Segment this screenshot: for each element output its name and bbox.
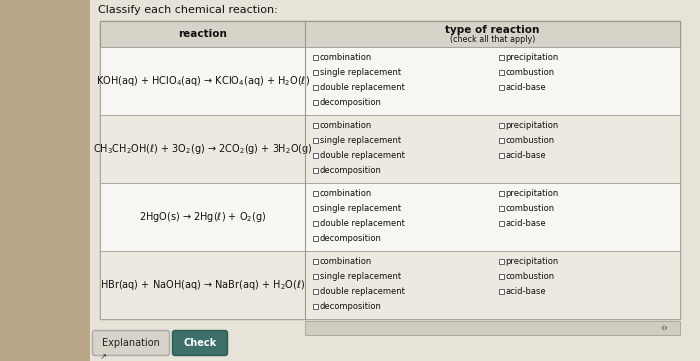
Bar xyxy=(100,21,680,47)
Text: combustion: combustion xyxy=(505,68,554,77)
Bar xyxy=(313,191,318,196)
Text: acid-base: acid-base xyxy=(505,219,546,228)
Bar xyxy=(498,191,503,196)
Text: double replacement: double replacement xyxy=(320,287,405,296)
Bar xyxy=(498,85,503,90)
Text: combination: combination xyxy=(320,121,372,130)
Text: acid-base: acid-base xyxy=(505,151,546,160)
Text: single replacement: single replacement xyxy=(320,68,401,77)
Bar xyxy=(313,206,318,211)
Bar xyxy=(498,153,503,158)
Bar xyxy=(498,55,503,60)
Bar xyxy=(100,251,680,319)
Bar xyxy=(498,289,503,294)
Text: type of reaction: type of reaction xyxy=(445,25,540,35)
Bar xyxy=(498,123,503,129)
Bar xyxy=(100,183,680,251)
Bar xyxy=(498,70,503,75)
Bar xyxy=(100,21,680,319)
Text: precipitation: precipitation xyxy=(505,190,559,199)
Bar xyxy=(305,321,680,335)
Bar xyxy=(313,221,318,226)
Text: combustion: combustion xyxy=(505,204,554,213)
Bar xyxy=(313,236,318,241)
Text: combination: combination xyxy=(320,53,372,62)
Text: single replacement: single replacement xyxy=(320,272,401,281)
Bar xyxy=(313,260,318,264)
Bar xyxy=(313,85,318,90)
Text: single replacement: single replacement xyxy=(320,204,401,213)
Bar xyxy=(313,55,318,60)
Text: HBr(aq) + NaOH(aq) → NaBr(aq) + H$_2$O(ℓ): HBr(aq) + NaOH(aq) → NaBr(aq) + H$_2$O(ℓ… xyxy=(100,278,305,292)
Text: combustion: combustion xyxy=(505,136,554,145)
Bar xyxy=(100,115,680,183)
Text: double replacement: double replacement xyxy=(320,151,405,160)
Bar xyxy=(313,289,318,294)
Text: precipitation: precipitation xyxy=(505,121,559,130)
FancyBboxPatch shape xyxy=(172,331,228,356)
Bar xyxy=(498,260,503,264)
Bar xyxy=(0,0,90,361)
Text: acid-base: acid-base xyxy=(505,287,546,296)
Text: decomposition: decomposition xyxy=(320,234,382,243)
Text: acid-base: acid-base xyxy=(505,83,546,92)
Text: Explanation: Explanation xyxy=(102,338,160,348)
Bar xyxy=(313,153,318,158)
Bar xyxy=(100,47,680,115)
Text: double replacement: double replacement xyxy=(320,219,405,228)
Bar xyxy=(498,274,503,279)
Text: precipitation: precipitation xyxy=(505,53,559,62)
Text: single replacement: single replacement xyxy=(320,136,401,145)
Bar xyxy=(313,70,318,75)
Bar xyxy=(313,274,318,279)
Bar xyxy=(90,0,700,361)
Text: decomposition: decomposition xyxy=(320,98,382,107)
Bar xyxy=(313,123,318,129)
Text: decomposition: decomposition xyxy=(320,302,382,311)
Bar xyxy=(313,304,318,309)
Bar xyxy=(498,221,503,226)
Text: precipitation: precipitation xyxy=(505,257,559,266)
Text: Classify each chemical reaction:: Classify each chemical reaction: xyxy=(98,5,278,15)
Text: combination: combination xyxy=(320,190,372,199)
Bar xyxy=(313,138,318,143)
FancyBboxPatch shape xyxy=(92,331,169,356)
Text: double replacement: double replacement xyxy=(320,83,405,92)
Text: (check all that apply): (check all that apply) xyxy=(450,35,536,43)
Text: ‹›: ‹› xyxy=(660,323,668,333)
Text: ↗: ↗ xyxy=(100,352,107,361)
Text: reaction: reaction xyxy=(178,29,227,39)
Text: 2HgO(s) → 2Hg(ℓ) + O$_2$(g): 2HgO(s) → 2Hg(ℓ) + O$_2$(g) xyxy=(139,210,266,224)
Bar xyxy=(498,138,503,143)
Text: combination: combination xyxy=(320,257,372,266)
Text: decomposition: decomposition xyxy=(320,166,382,175)
Text: Check: Check xyxy=(183,338,216,348)
Text: combustion: combustion xyxy=(505,272,554,281)
Text: CH$_3$CH$_2$OH(ℓ) + 3O$_2$(g) → 2CO$_2$(g) + 3H$_2$O(g): CH$_3$CH$_2$OH(ℓ) + 3O$_2$(g) → 2CO$_2$(… xyxy=(92,142,312,156)
Bar xyxy=(313,168,318,173)
Bar xyxy=(313,100,318,105)
Bar xyxy=(498,206,503,211)
Text: KOH(aq) + HClO$_4$(aq) → KClO$_4$(aq) + H$_2$O(ℓ): KOH(aq) + HClO$_4$(aq) → KClO$_4$(aq) + … xyxy=(95,74,309,88)
